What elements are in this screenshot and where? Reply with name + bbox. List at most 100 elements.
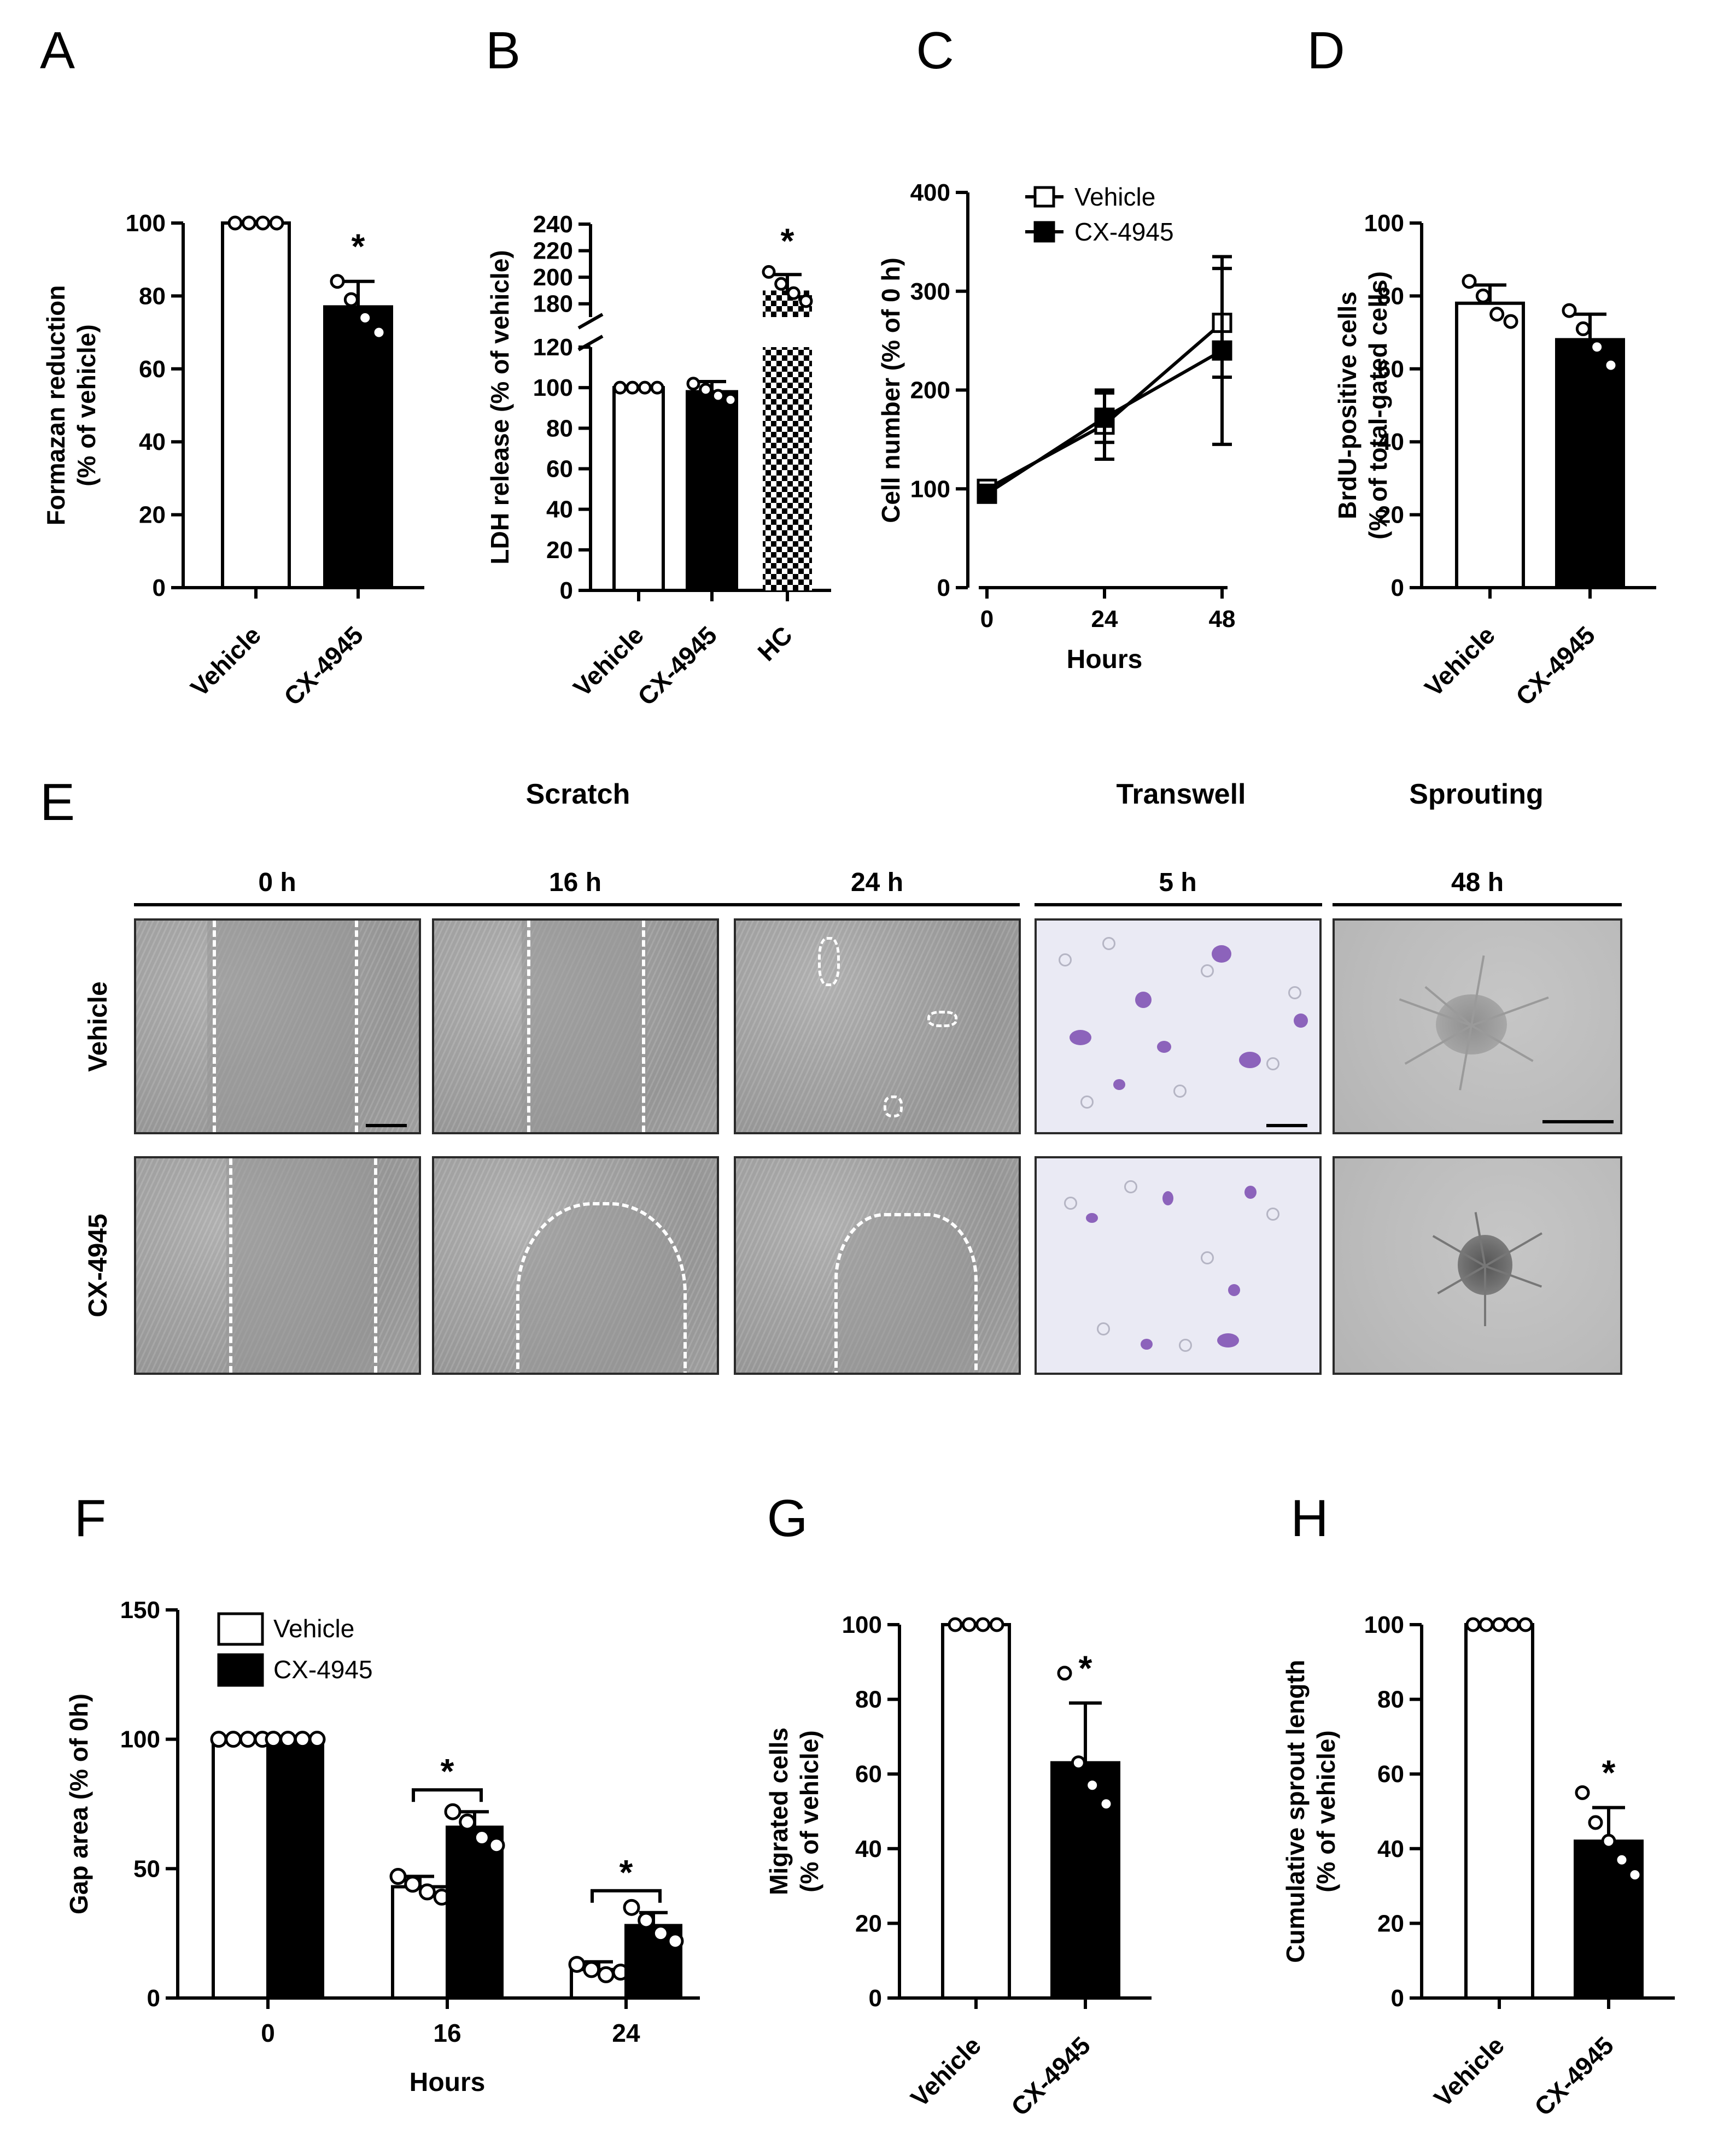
data-point [667, 1932, 684, 1950]
chart-D-y-tick-label: 100 [1364, 210, 1404, 237]
data-point [1627, 1867, 1643, 1883]
x-tick-label-cx-4945: CX-4945 [278, 620, 369, 711]
chart-D-y-tick-label: 20 [1377, 502, 1404, 529]
data-point [1603, 358, 1618, 373]
x-axis-title: Hours [410, 2068, 486, 2097]
chart-A-y-tick-label: 40 [139, 429, 166, 455]
data-point [699, 383, 713, 397]
chart-B: 020406080100120180200220240VehicleCX-494… [486, 211, 831, 711]
data-point [225, 1731, 242, 1748]
y-axis-title: Cell number (% of 0 h) [876, 257, 905, 523]
data-point [255, 215, 271, 231]
x-tick-label-cx-4945: CX-4945 [632, 620, 722, 711]
data-point [623, 1899, 640, 1916]
bar-hc-lower [763, 347, 812, 590]
chart-B-y-tick-label: 100 [533, 374, 573, 401]
bar-vehicle [1464, 1623, 1534, 2000]
chart-D-y-tick-label: 80 [1377, 283, 1404, 309]
data-point [1492, 1617, 1507, 1632]
scale-bar [1266, 1124, 1307, 1127]
chart-G-y-tick-label: 20 [855, 1910, 882, 1937]
data-point [989, 1617, 1004, 1632]
x-tick-label: 16 [433, 2019, 461, 2047]
chart-H-y-tick-label: 100 [1364, 1612, 1404, 1638]
x-tick-label-vehicle: Vehicle [905, 2031, 986, 2112]
y-axis-title: Formazan reduction [42, 285, 70, 526]
data-point [799, 294, 813, 308]
legend-label: CX-4945 [1074, 218, 1174, 246]
x-axis-title: Hours [1067, 645, 1143, 674]
legend-marker [1033, 186, 1055, 208]
panel-letter-d: D [1307, 21, 1345, 80]
row-label-cx4945: CX-4945 [84, 1214, 113, 1317]
bar-vehicle [221, 221, 291, 589]
chart-D-y-tick-label: 60 [1377, 356, 1404, 383]
legend: Vehicle CX-4945 [1025, 183, 1174, 246]
panel-letter-c: C [916, 21, 954, 80]
group-title-transwell: Transwell [1117, 778, 1246, 810]
x-tick-label: 0 [261, 2019, 275, 2047]
data-point [330, 274, 345, 289]
data-point [358, 310, 373, 325]
chart-C-y-tick-label: 400 [910, 179, 950, 206]
data-point [1505, 1617, 1520, 1632]
chart-B-y-tick-label: 220 [533, 238, 573, 265]
y-axis-title: (% of total-gated cells) [1364, 271, 1392, 540]
data-point [638, 380, 652, 395]
image-vehicle-scratch-16h [432, 918, 719, 1134]
chart-G-y-tick-label: 80 [855, 1686, 882, 1713]
data-point [613, 380, 627, 395]
x-tick-label: 48 [1209, 606, 1236, 632]
data-point [786, 286, 800, 300]
data-point [626, 380, 640, 395]
chart-B-y-tick-label: 0 [560, 577, 573, 604]
chart-H-y-tick-label: 40 [1377, 1836, 1404, 1862]
x-tick-label-cx-4945: CX-4945 [1510, 620, 1600, 711]
chart-C-y-tick-label: 200 [910, 377, 950, 404]
chart-B-y-tick-label: 120 [533, 334, 573, 361]
axis-break-mark [577, 313, 604, 330]
chart-A-y-tick-label: 0 [153, 575, 166, 601]
chart-H: 0 20 40 60 80 100 Vehicle CX-4945 * Cumulative sp… [1281, 1612, 1675, 2121]
image-vehicle-transwell-5h [1035, 918, 1322, 1134]
data-point [473, 1829, 490, 1847]
legend-label: Vehicle [273, 1614, 354, 1643]
marker-cx-4945 [1212, 340, 1232, 361]
timepoint-label: 16 h [549, 868, 601, 897]
timepoint-label: 24 h [851, 868, 903, 897]
data-point [308, 1731, 326, 1748]
chart-G-y-tick-label: 40 [855, 1836, 882, 1862]
marker-cx-4945 [1094, 407, 1115, 428]
chart-D-y-tick-label: 40 [1377, 429, 1404, 455]
panel-letter-a: A [40, 21, 75, 80]
chart-D-y-tick-label: 0 [1391, 575, 1404, 601]
data-point [294, 1731, 311, 1748]
y-axis-title: Cumulative sprout length [1281, 1660, 1310, 1963]
data-point [652, 1925, 669, 1942]
chart-H-y-tick-label: 0 [1391, 1985, 1404, 2012]
legend-marker [1033, 221, 1055, 243]
chart-A-y-tick-label: 20 [139, 502, 166, 529]
chart-D: 0 20 40 60 80 100 Vehicle CX-4945 BrdU-positive … [1333, 210, 1656, 711]
x-tick-label-vehicle: Vehicle [1419, 620, 1500, 702]
data-point [762, 265, 776, 279]
x-tick-label: 24 [612, 2019, 640, 2047]
significance-star: * [1602, 1753, 1616, 1792]
data-point [1562, 303, 1577, 318]
data-point [488, 1837, 505, 1854]
legend-swatch [217, 1653, 264, 1687]
x-tick-label: 0 [980, 606, 994, 632]
bar-cx-4945 [1574, 1839, 1644, 2000]
significance-star: * [620, 1853, 633, 1892]
data-point [444, 1803, 461, 1820]
data-point [1462, 274, 1477, 289]
chart-A: 0 20 40 60 80 100 Vehicle CX-4945 * Formazan redu… [42, 210, 424, 711]
data-point [568, 1955, 586, 1973]
data-point [1057, 1666, 1072, 1681]
chart-C: 0 100 200 300 400 0 24 48 Hours Cell number (% of… [876, 179, 1235, 674]
image-cx4945-scratch-24h [734, 1156, 1021, 1375]
chart-C-y-tick-label: 300 [910, 278, 950, 305]
data-point [404, 1876, 422, 1893]
data-point [1475, 288, 1491, 303]
